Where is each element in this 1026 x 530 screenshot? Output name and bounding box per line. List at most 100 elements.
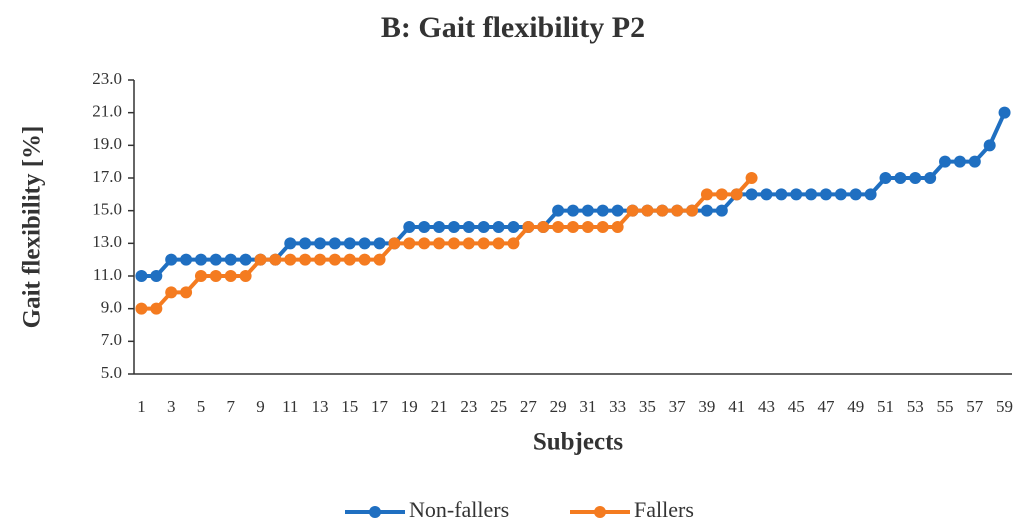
data-point xyxy=(864,188,877,201)
data-point xyxy=(403,237,416,250)
data-point xyxy=(700,204,713,217)
data-point xyxy=(567,221,579,233)
data-point xyxy=(909,172,922,184)
x-axis-title: Subjects xyxy=(533,429,624,456)
data-point xyxy=(209,270,222,282)
x-tick-label: 43 xyxy=(758,397,775,416)
x-tick-label: 39 xyxy=(698,397,715,416)
data-point xyxy=(507,237,520,250)
data-point xyxy=(314,237,327,250)
data-point xyxy=(462,237,475,250)
data-point xyxy=(492,221,505,233)
data-point xyxy=(894,172,907,184)
x-tick-label: 5 xyxy=(197,397,206,416)
x-tick-label: 3 xyxy=(167,397,176,416)
data-point xyxy=(671,204,684,217)
data-point xyxy=(462,221,475,233)
data-point xyxy=(700,188,713,201)
data-point xyxy=(596,204,609,217)
data-point xyxy=(953,155,966,168)
data-point xyxy=(581,204,594,217)
data-point xyxy=(611,221,624,233)
data-point xyxy=(180,286,193,299)
data-point xyxy=(834,188,847,201)
x-tick-label: 17 xyxy=(371,397,389,416)
data-point xyxy=(968,155,981,168)
x-tick-label: 25 xyxy=(490,397,507,416)
y-tick-label: 13.0 xyxy=(92,232,122,251)
data-point xyxy=(626,204,639,217)
x-tick-label: 13 xyxy=(312,397,329,416)
data-point xyxy=(656,204,669,217)
x-tick-label: 45 xyxy=(788,397,805,416)
x-tick-label: 11 xyxy=(282,397,298,416)
x-tick-label: 47 xyxy=(817,397,835,416)
data-point xyxy=(299,237,312,250)
data-point xyxy=(165,253,178,266)
x-tick-label: 1 xyxy=(137,397,146,416)
legend-marker xyxy=(369,506,381,518)
data-point xyxy=(611,204,624,217)
data-point xyxy=(403,221,416,233)
y-tick-label: 19.0 xyxy=(92,134,122,153)
y-axis-title: Gait flexibility [%] xyxy=(19,126,46,329)
data-point xyxy=(596,221,609,233)
y-tick-label: 17.0 xyxy=(92,167,122,186)
data-point xyxy=(314,253,327,266)
data-point xyxy=(343,253,356,266)
x-tick-label: 57 xyxy=(966,397,984,416)
data-point xyxy=(388,237,401,250)
data-point xyxy=(373,237,386,250)
data-point xyxy=(343,237,356,250)
y-tick-label: 15.0 xyxy=(92,200,122,219)
series-line xyxy=(141,176,754,311)
y-tick-label: 11.0 xyxy=(93,265,122,284)
data-point xyxy=(299,253,312,266)
data-point xyxy=(209,253,222,266)
data-point xyxy=(194,253,207,266)
data-point xyxy=(552,221,565,233)
data-point xyxy=(507,221,520,233)
data-point xyxy=(492,237,505,250)
data-point xyxy=(447,237,460,250)
data-point xyxy=(775,188,788,201)
data-point xyxy=(686,204,699,217)
data-point xyxy=(418,221,431,233)
data-point xyxy=(552,204,565,217)
data-point xyxy=(939,155,952,168)
data-point xyxy=(730,188,743,201)
data-point xyxy=(745,172,758,184)
x-tick-label: 59 xyxy=(996,397,1013,416)
data-point xyxy=(284,253,297,266)
data-point xyxy=(715,188,728,201)
data-point xyxy=(254,253,267,266)
data-point xyxy=(180,253,193,266)
y-tick-label: 7.0 xyxy=(101,330,122,349)
data-point xyxy=(150,270,163,282)
data-point xyxy=(567,204,579,217)
legend-label: Fallers xyxy=(634,497,694,522)
data-point xyxy=(715,204,728,217)
data-point xyxy=(477,237,490,250)
data-point xyxy=(537,221,550,233)
x-tick-label: 29 xyxy=(550,397,567,416)
y-tick-label: 21.0 xyxy=(92,102,122,121)
x-tick-label: 31 xyxy=(579,397,596,416)
x-tick-label: 7 xyxy=(226,397,235,416)
x-tick-label: 21 xyxy=(431,397,448,416)
data-point xyxy=(433,221,446,233)
data-point xyxy=(983,139,996,152)
x-tick-label: 15 xyxy=(341,397,358,416)
data-point xyxy=(447,221,460,233)
data-point xyxy=(998,106,1011,119)
x-tick-label: 53 xyxy=(907,397,924,416)
x-tick-label: 37 xyxy=(669,397,687,416)
data-point xyxy=(745,188,758,201)
data-point xyxy=(641,204,654,217)
x-tick-label: 19 xyxy=(401,397,418,416)
data-point xyxy=(239,253,252,266)
x-tick-label: 55 xyxy=(937,397,954,416)
data-point xyxy=(224,270,237,282)
